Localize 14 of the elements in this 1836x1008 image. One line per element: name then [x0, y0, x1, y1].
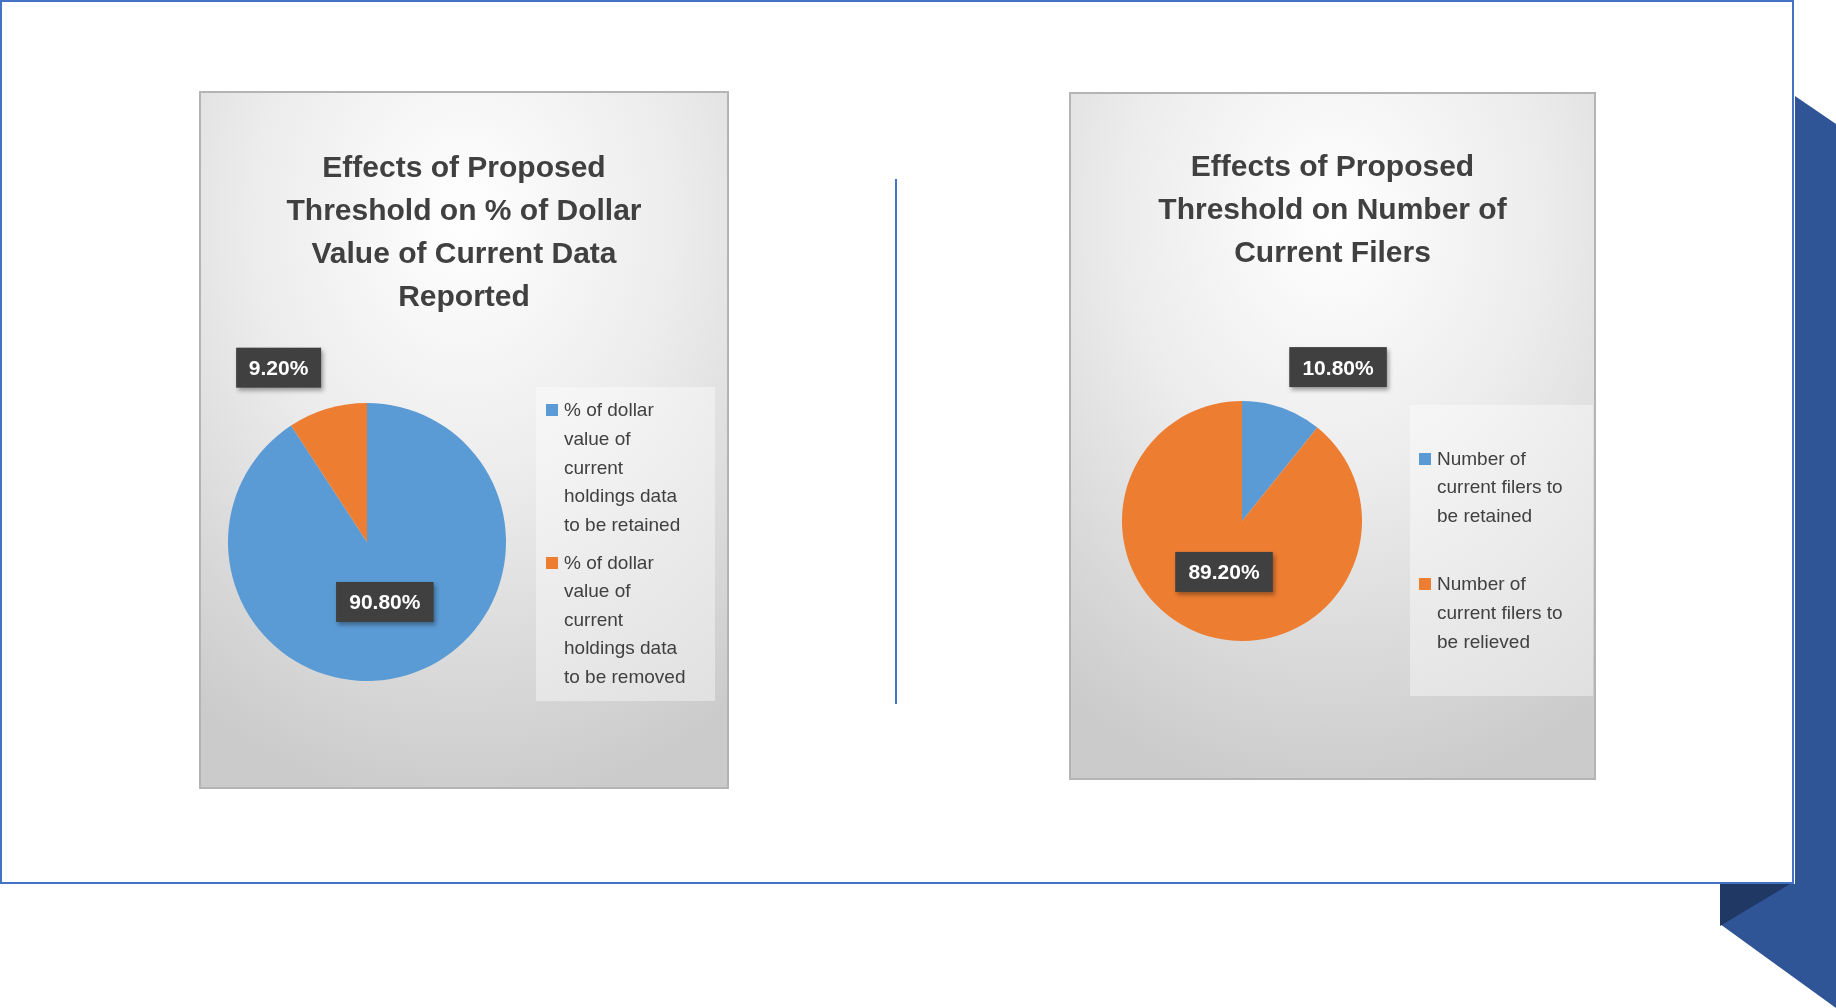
legend-label: Number of current filers to be retained	[1437, 446, 1564, 528]
pie-slice	[291, 403, 367, 542]
data-label: 89.20%	[1188, 560, 1260, 584]
data-label: 9.20%	[248, 356, 309, 380]
pie-slice	[1122, 401, 1362, 641]
legend-label: Number of current filers to be relieved	[1437, 572, 1564, 654]
chart-title: Effects of Proposed Threshold on Number of Current Filers	[1157, 148, 1508, 270]
pie-slice	[228, 403, 506, 681]
legend-label: % of dollar value of current holdings data to be removed	[564, 550, 687, 690]
data-label: 10.80%	[1302, 355, 1374, 379]
pie-slice	[1242, 401, 1318, 521]
legend-label: % of dollar value of current holdings data to be retained	[564, 398, 682, 537]
data-label: 90.80%	[349, 590, 421, 614]
chart-title: Effects of Proposed Threshold on % of Dollar Value of Current Data Reported	[285, 149, 643, 314]
